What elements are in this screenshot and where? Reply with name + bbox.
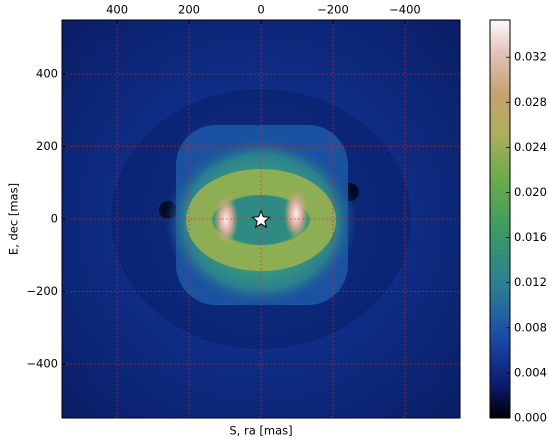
y-tick-label: −400: [26, 356, 58, 370]
colorbar-tick-label: 0.024: [514, 140, 547, 154]
y-tick-label: 200: [36, 139, 58, 153]
x-tick-label: −200: [317, 3, 349, 17]
y-axis-label: E, dec [mas]: [7, 183, 21, 255]
colorbar-tick-label: 0.008: [514, 320, 547, 334]
star-marker: [251, 209, 271, 229]
x-tick-label: 0: [257, 3, 264, 17]
x-tick-label: 400: [106, 3, 128, 17]
colorbar-tick-label: 0.004: [514, 365, 547, 379]
x-axis-label: S, ra [mas]: [229, 424, 292, 438]
colorbar-tick-label: 0.028: [514, 95, 547, 109]
y-tick-label: 0: [51, 212, 58, 226]
colorbar: [489, 19, 511, 419]
colorbar-tick-label: 0.016: [514, 230, 547, 244]
colorbar-tick-label: 0.012: [514, 275, 547, 289]
x-tick-label: −400: [389, 3, 421, 17]
y-tick-label: −200: [26, 284, 58, 298]
colorbar-tick-label: 0.032: [514, 50, 547, 64]
colorbar-tick-label: 0.000: [514, 411, 547, 425]
y-tick-label: 400: [36, 67, 58, 81]
x-tick-label: 200: [178, 3, 200, 17]
colorbar-tick-label: 0.020: [514, 185, 547, 199]
